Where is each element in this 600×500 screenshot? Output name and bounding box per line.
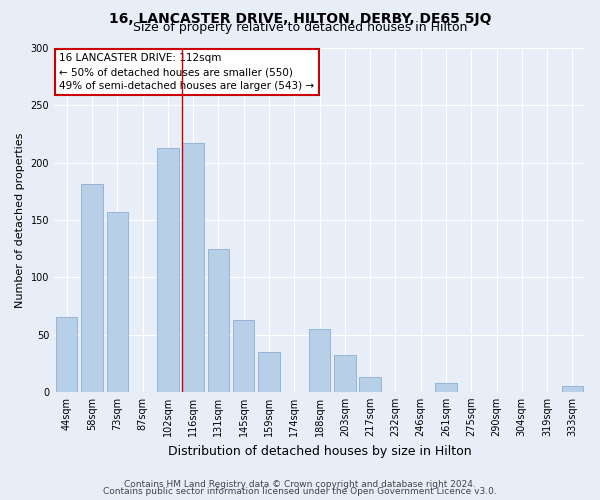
- Bar: [208, 248, 229, 392]
- Text: Contains public sector information licensed under the Open Government Licence v3: Contains public sector information licen…: [103, 487, 497, 496]
- Bar: [56, 318, 77, 392]
- Bar: [81, 184, 103, 392]
- Bar: [435, 382, 457, 392]
- Text: 16, LANCASTER DRIVE, HILTON, DERBY, DE65 5JQ: 16, LANCASTER DRIVE, HILTON, DERBY, DE65…: [109, 12, 491, 26]
- Bar: [233, 320, 254, 392]
- Text: Size of property relative to detached houses in Hilton: Size of property relative to detached ho…: [133, 22, 467, 35]
- Bar: [359, 377, 381, 392]
- Text: Contains HM Land Registry data © Crown copyright and database right 2024.: Contains HM Land Registry data © Crown c…: [124, 480, 476, 489]
- X-axis label: Distribution of detached houses by size in Hilton: Distribution of detached houses by size …: [168, 444, 472, 458]
- Text: 16 LANCASTER DRIVE: 112sqm
← 50% of detached houses are smaller (550)
49% of sem: 16 LANCASTER DRIVE: 112sqm ← 50% of deta…: [59, 53, 314, 91]
- Bar: [334, 355, 356, 392]
- Bar: [107, 212, 128, 392]
- Bar: [562, 386, 583, 392]
- Y-axis label: Number of detached properties: Number of detached properties: [15, 132, 25, 308]
- Bar: [157, 148, 179, 392]
- Bar: [309, 329, 330, 392]
- Bar: [182, 143, 204, 392]
- Bar: [258, 352, 280, 392]
